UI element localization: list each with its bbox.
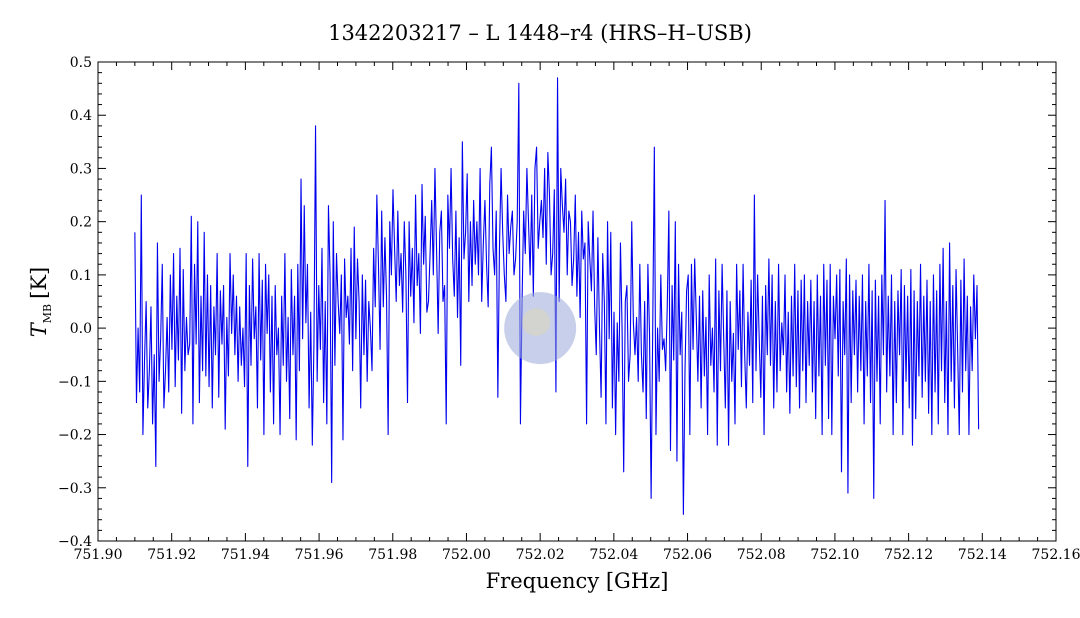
x-tick-label: 752.14 — [958, 547, 1007, 563]
y-axis-label-main: T — [27, 321, 51, 337]
x-tick-label: 751.90 — [74, 547, 123, 563]
y-tick-label: −0.1 — [58, 374, 92, 390]
y-tick-label: 0.1 — [70, 268, 92, 284]
marker-layer — [504, 292, 577, 365]
y-tick-label: −0.2 — [58, 428, 92, 444]
y-tick-label: 0.5 — [70, 55, 92, 71]
chart-title: 1342203217 – L 1448–r4 (HRS–H–USB) — [328, 21, 752, 45]
x-tick-label: 751.98 — [368, 547, 417, 563]
x-tick-label: 752.06 — [663, 547, 712, 563]
plot-frame — [97, 61, 1057, 542]
spectrum-series-line — [134, 77, 980, 515]
y-tick-label: −0.3 — [58, 481, 92, 497]
x-tick-label: 752.12 — [884, 547, 933, 563]
y-axis: −0.4 −0.3 −0.2 −0.1 0.0 0.1 0.2 0.3 0.4 0.5 — [58, 55, 1056, 550]
x-tick-label: 751.96 — [295, 547, 344, 563]
x-tick-label: 751.92 — [147, 547, 196, 563]
y-tick-label: 0.2 — [70, 215, 92, 231]
y-tick-label: 0.0 — [70, 321, 92, 337]
x-tick-label: 752.00 — [442, 547, 491, 563]
x-tick-label: 752.08 — [737, 547, 786, 563]
x-axis-label: Frequency [GHz] — [486, 569, 669, 593]
y-axis-label-sub: MB — [41, 304, 54, 323]
x-tick-label: 752.04 — [589, 547, 638, 563]
data-layer — [134, 77, 980, 515]
y-axis-label-unit: [K] — [27, 267, 51, 299]
line-position-marker-highlight — [522, 308, 551, 337]
x-tick-label: 752.16 — [1032, 547, 1080, 563]
x-tick-label: 752.02 — [516, 547, 565, 563]
y-axis-label: TMB [K] — [27, 267, 54, 337]
line-position-marker — [504, 292, 577, 365]
x-axis: 751.90 751.92 751.94 751.96 751.98 752.00 752.… — [74, 62, 1080, 563]
y-tick-label: 0.3 — [70, 161, 92, 177]
x-tick-label: 752.10 — [810, 547, 859, 563]
x-tick-label: 751.94 — [221, 547, 270, 563]
y-tick-label: −0.4 — [58, 534, 92, 550]
y-tick-label: 0.4 — [70, 108, 92, 124]
